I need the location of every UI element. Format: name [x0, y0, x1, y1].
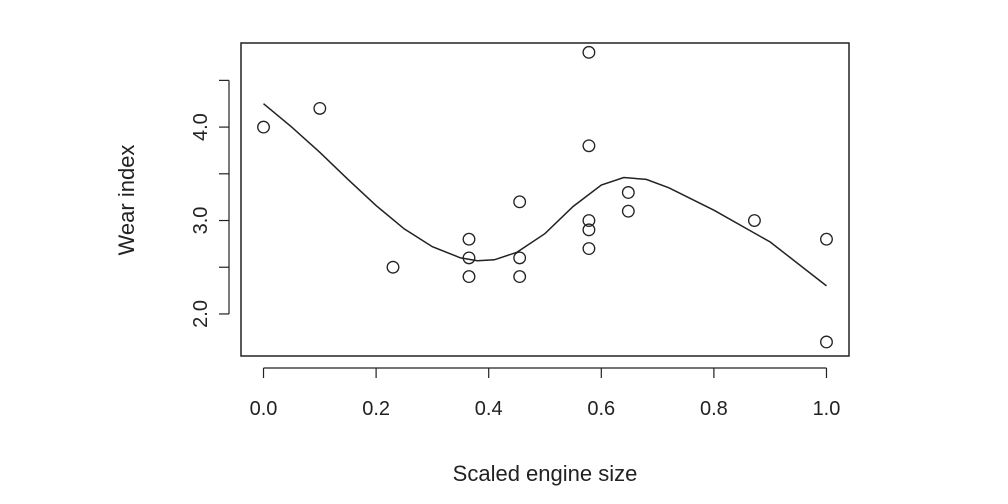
x-tick-label: 0.4	[475, 398, 503, 420]
x-axis: 0.0 0.2 0.4 0.6 0.8 1.0	[250, 367, 841, 420]
data-point	[462, 270, 476, 284]
data-point	[257, 120, 270, 134]
data-point	[582, 139, 596, 153]
y-tick-label: 2.0	[190, 300, 212, 328]
data-point	[582, 214, 596, 227]
data-point	[582, 223, 596, 237]
x-axis-title: Scaled engine size	[453, 461, 638, 486]
data-point	[621, 204, 635, 218]
x-tick-label: 1.0	[813, 398, 841, 420]
x-tick-label: 0.0	[250, 398, 278, 420]
data-points	[257, 45, 833, 349]
data-point	[582, 45, 596, 59]
y-tick-label: 4.0	[190, 113, 212, 141]
x-tick-label: 0.6	[587, 398, 615, 420]
data-point	[820, 335, 833, 349]
data-point	[621, 186, 635, 199]
y-axis: 2.0 3.0 4.0	[190, 79, 230, 328]
data-point	[747, 214, 761, 227]
data-point	[513, 251, 527, 265]
y-axis-title: Wear index	[114, 145, 139, 256]
data-point	[386, 260, 400, 274]
data-point	[513, 195, 527, 209]
data-point	[462, 232, 476, 246]
data-point	[462, 251, 476, 265]
data-point	[820, 232, 833, 246]
data-point	[582, 242, 596, 256]
fitted-curve	[263, 103, 827, 287]
data-point	[313, 101, 327, 115]
y-tick-label: 3.0	[190, 207, 212, 235]
plot-frame	[240, 42, 850, 357]
data-point	[513, 270, 527, 284]
x-tick-label: 0.2	[362, 398, 390, 420]
x-tick-label: 0.8	[700, 398, 728, 420]
